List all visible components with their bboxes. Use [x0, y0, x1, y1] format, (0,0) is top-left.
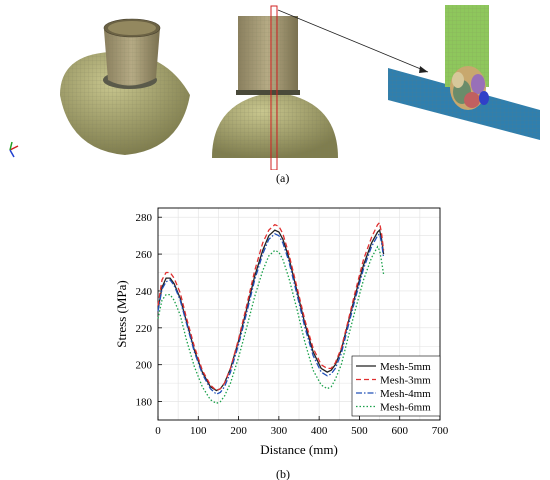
coordinate-triad-icon: [9, 141, 19, 158]
x-tick-label: 0: [155, 425, 161, 437]
series-line-mesh-6mm: [157, 245, 385, 405]
iso-model-render: [60, 18, 190, 155]
y-tick-label: 260: [136, 249, 153, 261]
x-tick-label: 500: [351, 425, 368, 437]
legend-entry: Mesh-6mm: [380, 402, 431, 414]
panel-b-caption: (b): [276, 467, 290, 480]
panel-a-caption: (a): [276, 171, 290, 185]
front-view-render: [212, 5, 338, 171]
x-axis-label: Distance (mm): [260, 442, 338, 457]
x-tick-label: 300: [271, 425, 288, 437]
x-tick-label: 400: [311, 425, 328, 437]
stress-chart: 0 100 200 300 400 500 600 700 180 200 220 240 260 280…: [114, 207, 449, 480]
legend-entry: Mesh-3mm: [380, 375, 431, 387]
detail-arrow: [277, 9, 429, 73]
y-tick-label: 180: [136, 397, 153, 409]
y-tick-label: 220: [136, 323, 153, 335]
y-tick-label: 280: [136, 212, 153, 224]
y-tick-label: 200: [136, 360, 153, 372]
x-tick-label: 200: [230, 425, 247, 437]
x-tick-label: 600: [391, 425, 408, 437]
fe-model-renders: [9, 5, 540, 171]
series-line-mesh-4mm: [157, 232, 385, 395]
y-axis-label: Stress (MPa): [114, 280, 129, 348]
legend-entry: Mesh-5mm: [380, 361, 431, 373]
x-tick-label: 100: [190, 425, 207, 437]
panel-a-figure: [0, 0, 550, 171]
weld-detail-render: [388, 5, 540, 140]
legend-entry: Mesh-4mm: [380, 388, 431, 400]
plot-frame: [157, 207, 441, 421]
series-line-mesh-3mm: [157, 221, 385, 392]
x-tick-label: 700: [432, 425, 449, 437]
y-tick-label: 240: [136, 286, 153, 298]
